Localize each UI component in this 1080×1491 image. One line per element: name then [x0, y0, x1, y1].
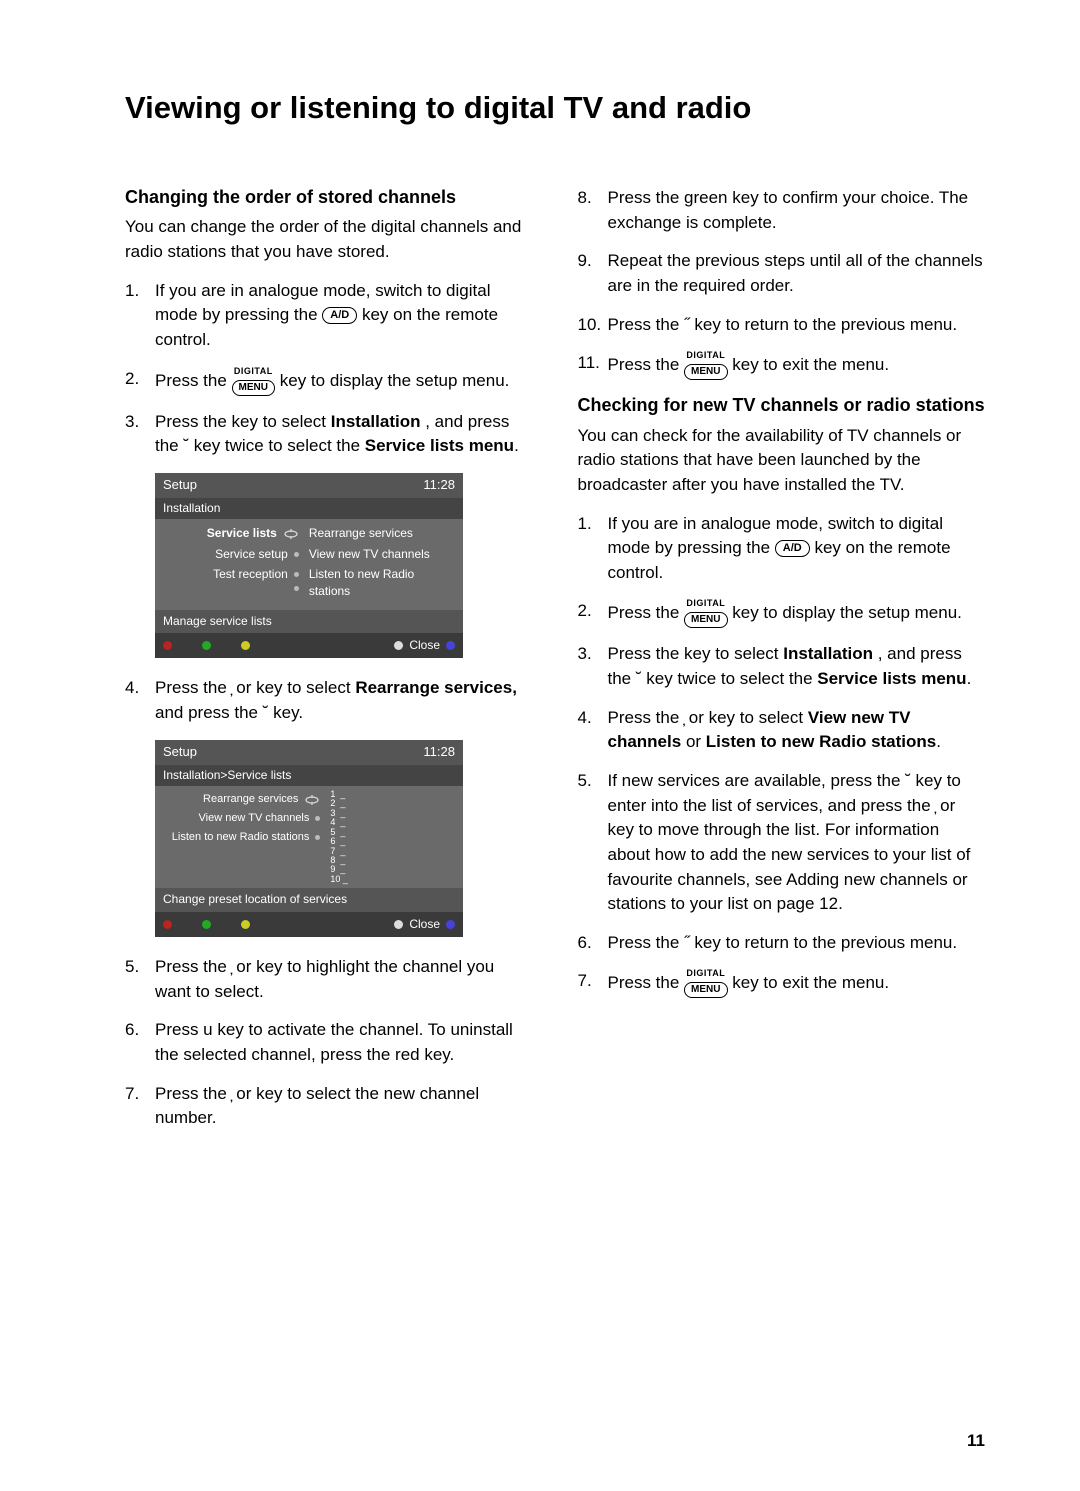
step-6: 6.Press u key to activate the channel. T… — [125, 1018, 533, 1067]
step2-7: 7. Press the DIGITAL MENU key to exit th… — [578, 969, 986, 998]
menu-status: Change preset location of services — [155, 888, 463, 911]
step-3: 3. Press the key to select Installation … — [125, 410, 533, 459]
menu-title: Setup — [163, 476, 197, 495]
step-text: Press the — [608, 973, 685, 992]
ad-key-icon: A/D — [775, 540, 810, 557]
menu-breadcrumb: Installation — [155, 498, 463, 519]
setup-menu-screenshot-1: Setup 11:28 Installation Service lists S… — [155, 473, 463, 659]
step-text: Press the key to select — [608, 644, 784, 663]
step-text: Press the — [608, 603, 685, 622]
step-9: 9.Repeat the previous steps until all of… — [578, 249, 986, 298]
step-text: Press the ̦ or key to select — [155, 678, 355, 697]
step-text: Press the — [608, 355, 685, 374]
step-text: key to display the setup menu. — [280, 371, 510, 390]
selector-icon — [283, 528, 299, 540]
step-text: key to exit the menu. — [732, 355, 889, 374]
step-bold: Installation — [783, 644, 873, 663]
step2-5: 5. If new services are available, press … — [578, 769, 986, 917]
step-text: or — [686, 732, 706, 751]
section-heading-changing-order: Changing the order of stored channels — [125, 186, 533, 209]
menu-key-icon: DIGITAL MENU — [232, 367, 275, 396]
close-label: Close — [409, 637, 440, 654]
ad-key-icon: A/D — [322, 307, 357, 324]
menu-breadcrumb: Installation>Service lists — [155, 765, 463, 786]
step-text: key to display the setup menu. — [732, 603, 962, 622]
step-text: on page 12. — [748, 894, 843, 913]
step-text: and press the ˘ key. — [155, 703, 303, 722]
step2-6: 6.Press the ˝ key to return to the previ… — [578, 931, 986, 956]
step-text: Press the — [155, 371, 232, 390]
right-column: 8.Press the green key to confirm your ch… — [578, 186, 986, 1145]
menu-key-icon: DIGITAL MENU — [684, 599, 727, 628]
step-1: 1. If you are in analogue mode, switch t… — [125, 279, 533, 353]
menu-item: View new TV channels — [309, 546, 430, 563]
step-2: 2. Press the DIGITAL MENU key to display… — [125, 367, 533, 396]
menu-footer: Close — [155, 633, 463, 658]
menu-item: Service lists — [207, 525, 277, 542]
page-title: Viewing or listening to digital TV and r… — [125, 90, 985, 126]
step-bold: Service lists menu — [817, 669, 966, 688]
step-bold: Service lists menu — [365, 436, 514, 455]
step-text: key to exit the menu. — [732, 973, 889, 992]
intro-text: You can change the order of the digital … — [125, 215, 533, 264]
step2-4: 4. Press the ̦ or key to select View new… — [578, 706, 986, 755]
intro-text: You can check for the availability of TV… — [578, 424, 986, 498]
step2-2: 2. Press the DIGITAL MENU key to display… — [578, 599, 986, 628]
step-bold: Installation — [331, 412, 421, 431]
menu-item: Rearrange services — [203, 792, 298, 808]
menu-item: Rearrange services — [309, 525, 413, 542]
menu-item: Listen to new Radio stations — [309, 566, 457, 601]
left-column: Changing the order of stored channels Yo… — [125, 186, 533, 1145]
step-7: 7.Press the ̦ or key to select the new c… — [125, 1082, 533, 1131]
menu-title: Setup — [163, 743, 197, 762]
menu-item: Test reception — [213, 566, 288, 583]
menu-time: 11:28 — [423, 476, 455, 495]
menu-item: View new TV channels — [199, 811, 310, 827]
menu-footer: Close — [155, 912, 463, 937]
menu-key-icon: DIGITAL MENU — [684, 351, 727, 380]
step-5: 5.Press the ̦ or key to highlight the ch… — [125, 955, 533, 1004]
menu-item: Service setup — [215, 546, 288, 563]
step-text: Press the ̦ or key to select — [608, 708, 808, 727]
step-4: 4. Press the ̦ or key to select Rearrang… — [125, 676, 533, 725]
close-label: Close — [409, 916, 440, 933]
step-text: Press the key to select — [155, 412, 331, 431]
page-number: 11 — [967, 1431, 985, 1451]
selector-icon — [304, 794, 320, 806]
step2-1: 1. If you are in analogue mode, switch t… — [578, 512, 986, 586]
number-list: 1 _2 _3 _4 _5 _ 6 _7 _8 _9 _10 _ — [324, 786, 354, 888]
step2-3: 3. Press the key to select Installation … — [578, 642, 986, 691]
menu-item: Listen to new Radio stations — [172, 830, 310, 846]
step-10: 10.Press the ˝ key to return to the prev… — [578, 313, 986, 338]
step-bold: Listen to new Radio stations — [706, 732, 936, 751]
step-11: 11. Press the DIGITAL MENU key to exit t… — [578, 351, 986, 380]
section-heading-checking-new: Checking for new TV channels or radio st… — [578, 394, 986, 417]
menu-key-icon: DIGITAL MENU — [684, 969, 727, 998]
menu-time: 11:28 — [423, 743, 455, 762]
step-bold: Rearrange services, — [355, 678, 517, 697]
menu-status: Manage service lists — [155, 610, 463, 633]
setup-menu-screenshot-2: Setup 11:28 Installation>Service lists R… — [155, 740, 463, 937]
step-8: 8.Press the green key to confirm your ch… — [578, 186, 986, 235]
